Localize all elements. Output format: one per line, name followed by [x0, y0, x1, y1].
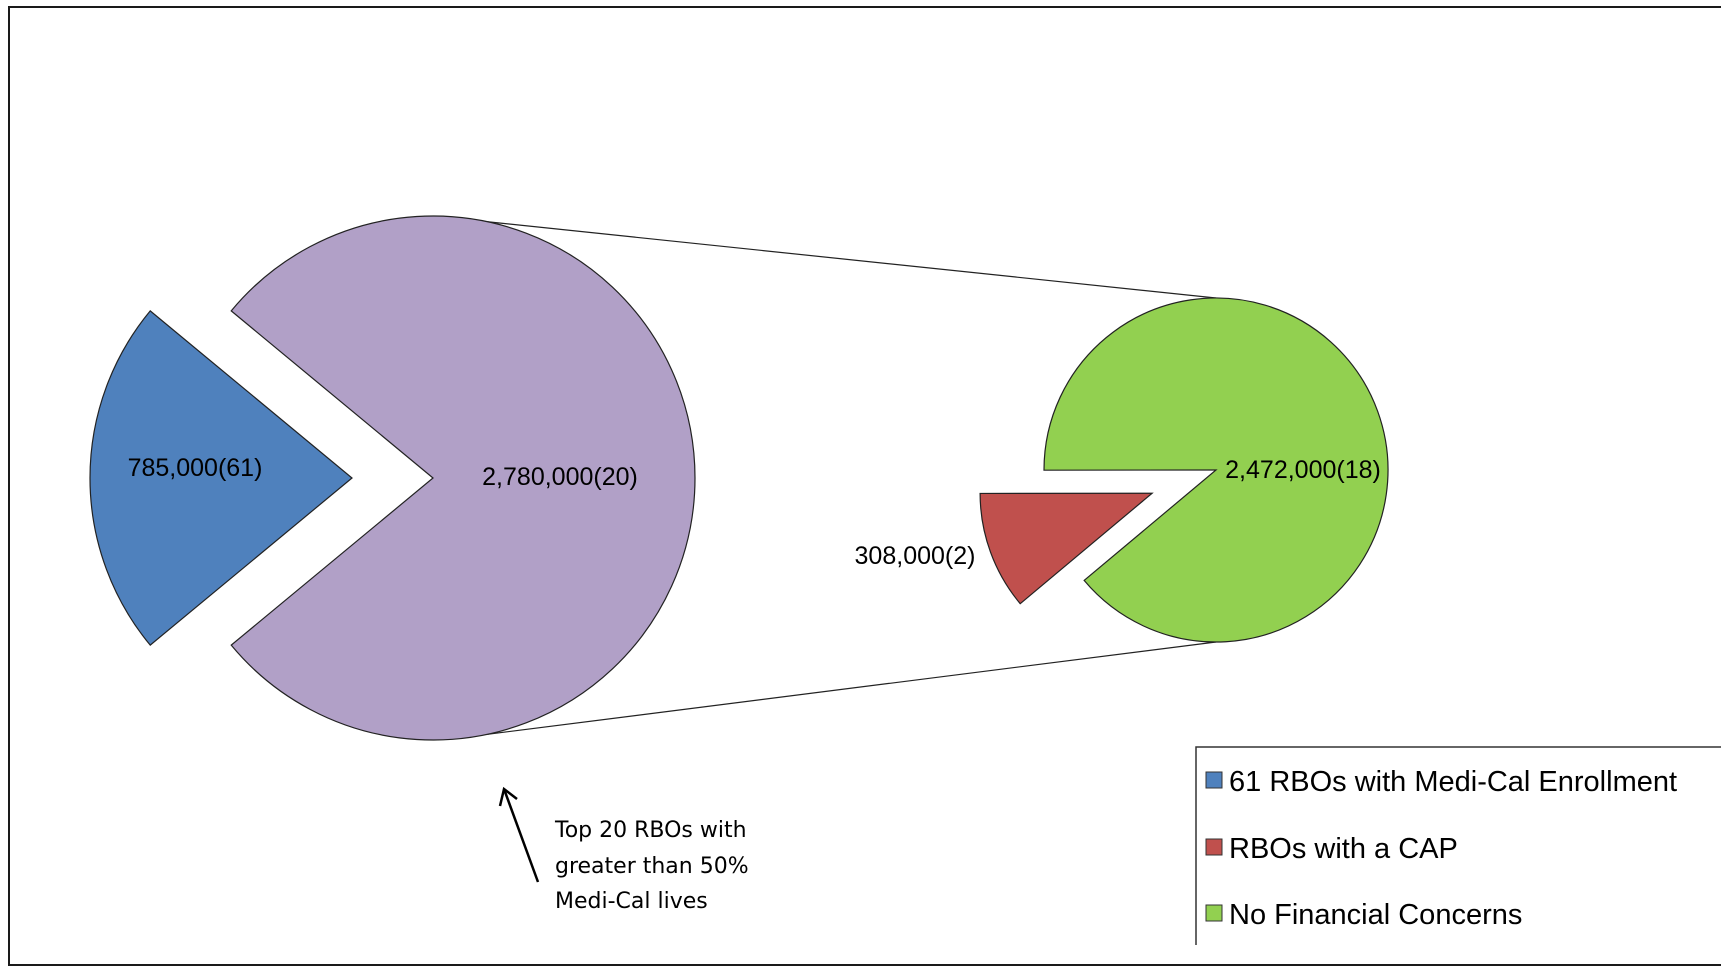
legend: 61 RBOs with Medi-Cal Enrollment RBOs wi… — [1195, 746, 1721, 945]
connector-line-top — [487, 221, 1217, 299]
slice-label-no-concerns: 2,472,000(18) — [1225, 456, 1381, 484]
legend-box — [1195, 746, 1721, 945]
annotation-line-3: Medi-Cal lives — [555, 889, 708, 914]
legend-item-no-concerns: No Financial Concerns — [1229, 899, 1522, 931]
annotation-arrow — [498, 786, 540, 883]
legend-item-medi-cal: 61 RBOs with Medi-Cal Enrollment — [1229, 766, 1677, 798]
connector-lines — [487, 221, 1217, 735]
slice-label-medi-cal: 785,000(61) — [128, 454, 263, 482]
slice-label-top-20: 2,780,000(20) — [482, 463, 638, 491]
pie-slice-no-concerns — [1043, 297, 1389, 643]
pie-slice-medi-cal — [89, 310, 353, 646]
secondary-pie — [979, 297, 1389, 643]
slice-label-cap: 308,000(2) — [855, 542, 976, 570]
legend-swatch-green — [1205, 904, 1223, 922]
annotation-line-1: Top 20 RBOs with — [554, 818, 747, 843]
annotation-line-2: greater than 50% — [555, 854, 749, 879]
pie-slice-cap — [979, 492, 1154, 605]
main-pie — [89, 215, 696, 741]
pie-slice-top-20 — [230, 215, 696, 741]
connector-line-bottom — [487, 641, 1217, 735]
legend-swatch-blue — [1205, 771, 1223, 789]
pie-of-pie-chart: 785,000(61) 2,780,000(20) 308,000(2) 2,4… — [89, 215, 1721, 945]
legend-swatch-red — [1205, 838, 1223, 856]
legend-item-cap: RBOs with a CAP — [1229, 833, 1458, 865]
